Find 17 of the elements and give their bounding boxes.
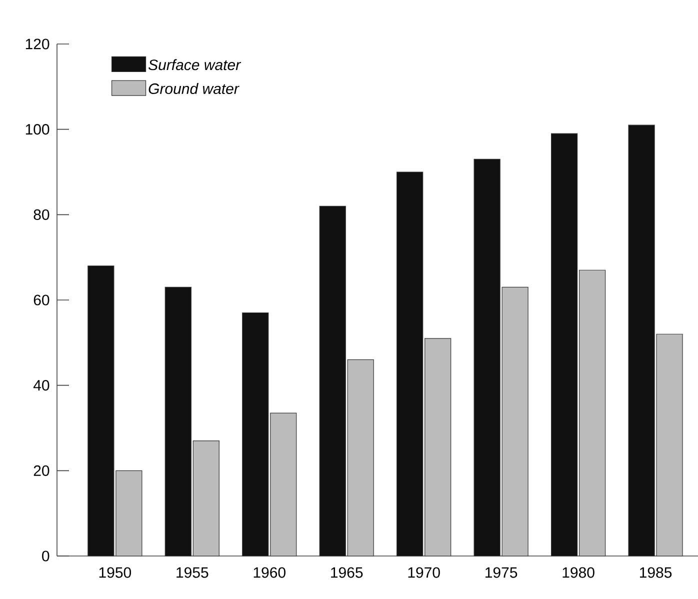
legend-label: Surface water bbox=[148, 59, 242, 70]
x-tick-label: 1950 bbox=[99, 567, 132, 578]
x-tick-label: 1965 bbox=[331, 567, 363, 578]
y-tick-label: 0 bbox=[42, 550, 50, 562]
y-tick-label: 20 bbox=[34, 465, 50, 476]
y-tick-label: 100 bbox=[26, 124, 50, 135]
x-tick-label: 1960 bbox=[254, 567, 286, 578]
x-tick-label: 1985 bbox=[640, 567, 672, 578]
y-tick-label: 80 bbox=[34, 209, 50, 220]
x-tick-label: 1980 bbox=[562, 567, 594, 578]
y-tick-label: 60 bbox=[34, 294, 50, 306]
x-tick-label: 1975 bbox=[486, 567, 518, 578]
x-tick-label: 1970 bbox=[408, 567, 440, 578]
x-tick-label: 1955 bbox=[176, 567, 208, 578]
legend-label: Ground water bbox=[148, 83, 240, 94]
y-tick-label: 40 bbox=[33, 380, 50, 391]
y-tick-label: 120 bbox=[26, 38, 50, 50]
